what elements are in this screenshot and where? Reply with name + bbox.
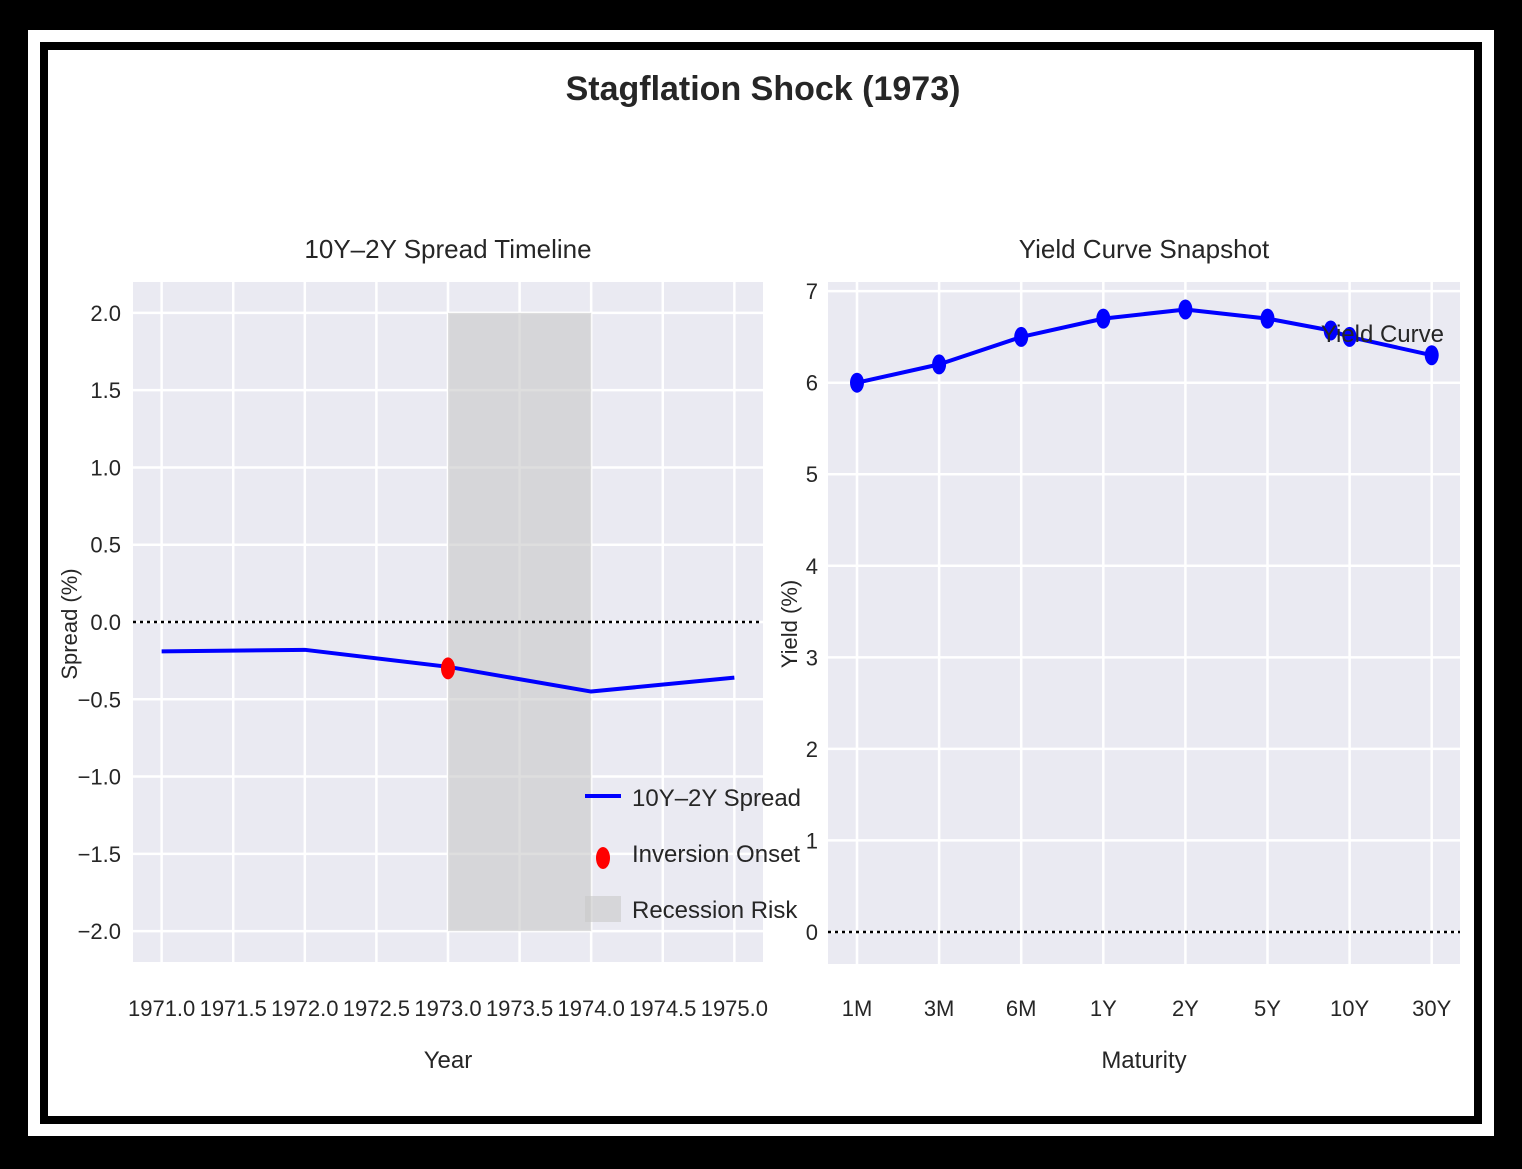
spread-y-tick-label: 1.5: [90, 378, 121, 403]
spread-x-tick-label: 1975.0: [701, 996, 768, 1021]
yield-x-tick-label: 10Y: [1330, 996, 1369, 1021]
spread-y-tick-label: −1.0: [78, 765, 121, 790]
spread-x-tick-label: 1973.0: [414, 996, 481, 1021]
spread-timeline-panel: 1971.0 1971.5 1972.0 1972.5 1973.0 1973.5 1974…: [57, 234, 801, 1074]
spread-x-tick-label: 1974.5: [629, 996, 696, 1021]
yield-y-tick-label: 0: [806, 920, 818, 945]
legend-label-recession-risk: Recession Risk: [632, 897, 798, 924]
spread-y-axis-label: Spread (%): [57, 568, 82, 679]
legend-label-inversion-onset: Inversion Onset: [632, 841, 800, 868]
yield-curve-point: [1178, 299, 1193, 320]
spread-y-tick-label: 2.0: [90, 301, 121, 326]
spread-tick-labels: 1971.0 1971.5 1972.0 1972.5 1973.0 1973.5 1974…: [78, 301, 768, 1021]
yield-series-group: [850, 299, 1439, 393]
legend-shade-swatch: [585, 896, 621, 922]
yield-plot-area: [828, 282, 1460, 964]
yield-tick-labels: 1M 3M 6M 1Y 2Y 5Y 10Y 30Y 7 6 5 4 3 2 1 0: [806, 279, 1452, 1021]
yield-y-tick-label: 5: [806, 462, 818, 487]
yield-curve-point: [1260, 308, 1275, 329]
spread-chart-title: 10Y–2Y Spread Timeline: [304, 234, 591, 264]
yield-y-axis-label: Yield (%): [777, 580, 802, 668]
spread-x-axis-label: Year: [424, 1047, 473, 1074]
spread-x-tick-label: 1974.0: [558, 996, 625, 1021]
yield-y-tick-label: 1: [806, 828, 818, 853]
yield-x-axis-label: Maturity: [1101, 1047, 1186, 1074]
yield-x-tick-label: 1M: [842, 996, 873, 1021]
inversion-onset-marker: [441, 657, 455, 680]
yield-x-tick-label: 6M: [1006, 996, 1037, 1021]
yield-chart-title: Yield Curve Snapshot: [1019, 234, 1270, 264]
figure-title: Stagflation Shock (1973): [566, 70, 961, 108]
spread-x-tick-label: 1972.5: [343, 996, 410, 1021]
spread-x-tick-label: 1971.5: [200, 996, 267, 1021]
legend-marker-swatch: [596, 847, 610, 869]
yield-curve-point: [1342, 326, 1357, 347]
yield-x-tick-label: 30Y: [1412, 996, 1451, 1021]
yield-x-tick-label: 2Y: [1172, 996, 1199, 1021]
spread-y-tick-label: −1.5: [78, 842, 121, 867]
yield-y-tick-label: 7: [806, 279, 818, 304]
yield-x-tick-label: 1Y: [1090, 996, 1117, 1021]
yield-y-tick-label: 2: [806, 737, 818, 762]
yield-x-tick-label: 5Y: [1254, 996, 1281, 1021]
spread-y-tick-label: 1.0: [90, 455, 121, 480]
yield-curve-point: [1096, 308, 1111, 329]
yield-curve-annotation: Yield Curve: [1321, 321, 1444, 348]
spread-x-tick-label: 1972.0: [271, 996, 338, 1021]
spread-x-tick-label: 1973.5: [486, 996, 553, 1021]
yield-curve-point: [932, 354, 947, 375]
spread-series-group: [161, 647, 735, 694]
spread-legend: 10Y–2Y Spread Inversion Onset Recession …: [585, 785, 801, 924]
yield-x-tick-label: 3M: [924, 996, 955, 1021]
yield-curve-point: [850, 372, 864, 393]
spread-y-tick-label: 0.0: [90, 610, 121, 635]
yield-y-tick-label: 3: [806, 645, 818, 670]
yield-curve-point: [1323, 320, 1338, 341]
spread-x-tick-label: 1971.0: [128, 996, 195, 1021]
yield-y-tick-label: 4: [806, 554, 818, 579]
legend-label-spread: 10Y–2Y Spread: [632, 785, 801, 812]
spread-y-tick-label: −0.5: [78, 687, 121, 712]
yield-curve-point: [1014, 326, 1029, 347]
yield-y-tick-label: 6: [806, 371, 818, 396]
yield-curve-panel: 1M 3M 6M 1Y 2Y 5Y 10Y 30Y 7 6 5 4 3 2 1 0 Yield Curve S…: [777, 234, 1460, 1074]
spread-y-tick-label: −2.0: [78, 919, 121, 944]
spread-y-tick-label: 0.5: [90, 533, 121, 558]
yield-curve-point: [1424, 345, 1439, 366]
